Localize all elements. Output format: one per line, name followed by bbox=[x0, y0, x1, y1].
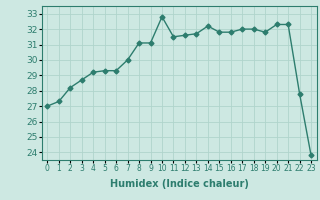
X-axis label: Humidex (Indice chaleur): Humidex (Indice chaleur) bbox=[110, 179, 249, 189]
